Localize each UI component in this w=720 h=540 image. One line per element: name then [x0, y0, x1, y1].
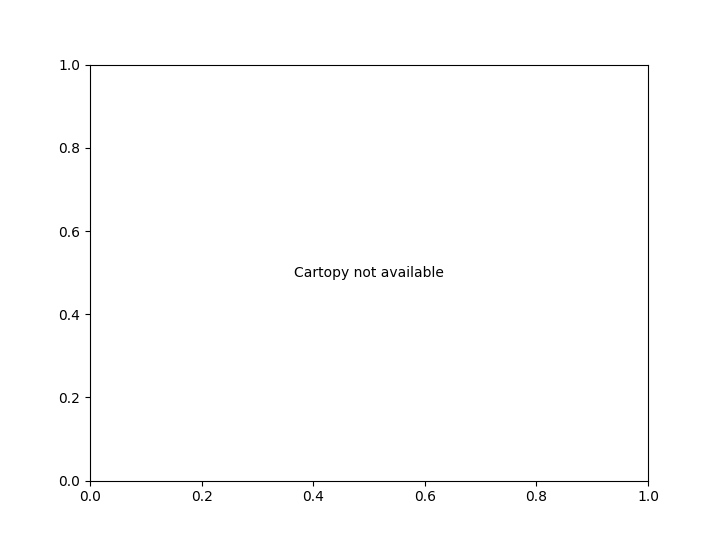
Text: Cartopy not available: Cartopy not available — [294, 266, 444, 280]
